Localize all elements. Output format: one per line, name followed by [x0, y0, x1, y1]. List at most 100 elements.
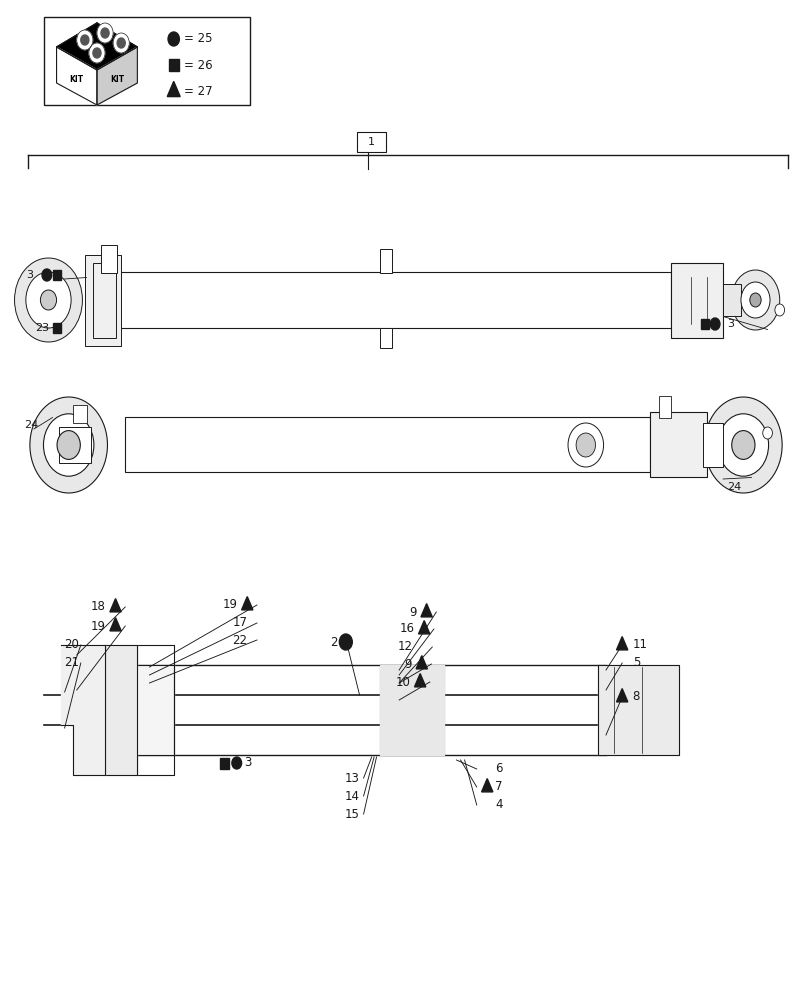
Bar — [703, 423, 723, 467]
Bar — [701, 319, 709, 329]
Text: = 25: = 25 — [184, 32, 213, 45]
Bar — [650, 412, 707, 477]
Bar — [93, 262, 116, 338]
Circle shape — [44, 414, 94, 476]
Text: 9: 9 — [405, 658, 412, 670]
Polygon shape — [617, 689, 628, 702]
Polygon shape — [419, 621, 430, 634]
Text: 11: 11 — [633, 639, 648, 652]
Text: 3: 3 — [244, 756, 251, 770]
Bar — [659, 395, 671, 418]
Text: KIT: KIT — [69, 76, 84, 85]
Text: 14: 14 — [344, 790, 360, 802]
Bar — [357, 132, 386, 152]
Circle shape — [40, 290, 57, 310]
Text: 5: 5 — [633, 656, 640, 670]
Bar — [53, 270, 61, 280]
Polygon shape — [57, 23, 137, 70]
Text: 9: 9 — [410, 605, 417, 618]
Text: KIT: KIT — [110, 76, 124, 85]
Text: 19: 19 — [222, 598, 238, 611]
Text: 3: 3 — [27, 270, 34, 280]
Text: 15: 15 — [345, 808, 360, 820]
Circle shape — [718, 414, 768, 476]
Circle shape — [732, 431, 755, 459]
Polygon shape — [416, 656, 427, 669]
Polygon shape — [97, 47, 137, 105]
Bar — [220, 758, 229, 768]
Circle shape — [93, 48, 101, 58]
Text: 19: 19 — [90, 619, 106, 633]
Circle shape — [568, 423, 604, 467]
Bar — [671, 262, 723, 338]
Polygon shape — [57, 47, 97, 105]
Text: 16: 16 — [399, 622, 415, 636]
Polygon shape — [617, 637, 628, 650]
Bar — [169, 59, 179, 71]
Circle shape — [117, 38, 125, 48]
Text: 8: 8 — [633, 690, 640, 704]
Text: 1: 1 — [368, 137, 375, 147]
Circle shape — [81, 35, 89, 45]
Text: 23: 23 — [35, 323, 48, 333]
Circle shape — [15, 258, 82, 342]
Bar — [85, 254, 121, 346]
Polygon shape — [242, 597, 253, 610]
Text: 6: 6 — [495, 762, 503, 776]
Text: 22: 22 — [232, 634, 247, 647]
Circle shape — [232, 757, 242, 769]
Polygon shape — [482, 779, 493, 792]
Polygon shape — [415, 674, 426, 687]
Polygon shape — [105, 665, 174, 755]
Circle shape — [763, 427, 772, 439]
Circle shape — [168, 32, 179, 46]
Bar — [73, 404, 87, 422]
Circle shape — [750, 293, 761, 307]
Bar — [93, 272, 671, 328]
Circle shape — [57, 431, 80, 459]
Circle shape — [101, 28, 109, 38]
Text: = 27: = 27 — [184, 85, 213, 98]
Polygon shape — [61, 645, 105, 775]
Polygon shape — [598, 665, 679, 755]
Circle shape — [576, 433, 595, 457]
Polygon shape — [421, 604, 432, 617]
Bar — [101, 245, 117, 273]
Circle shape — [705, 397, 782, 493]
Text: 18: 18 — [91, 600, 106, 613]
Polygon shape — [110, 618, 121, 631]
Bar — [723, 284, 741, 316]
Polygon shape — [167, 81, 180, 97]
Text: 17: 17 — [232, 616, 247, 630]
Polygon shape — [380, 665, 444, 755]
Text: 24: 24 — [727, 482, 742, 492]
Text: 13: 13 — [345, 772, 360, 784]
Circle shape — [30, 397, 107, 493]
Bar — [125, 417, 650, 472]
Text: 3: 3 — [727, 319, 734, 329]
Bar — [44, 17, 250, 105]
Text: 24: 24 — [24, 420, 39, 430]
Circle shape — [710, 318, 720, 330]
Circle shape — [89, 43, 105, 63]
Circle shape — [339, 634, 352, 650]
Polygon shape — [110, 599, 121, 612]
Text: 2: 2 — [330, 636, 338, 648]
Circle shape — [731, 270, 780, 330]
Text: 20: 20 — [65, 639, 79, 652]
Circle shape — [97, 23, 113, 43]
Text: 12: 12 — [398, 641, 413, 654]
Text: = 26: = 26 — [184, 59, 213, 72]
Text: 4: 4 — [495, 798, 503, 812]
Circle shape — [77, 30, 93, 50]
Circle shape — [42, 269, 52, 281]
Text: 10: 10 — [396, 676, 410, 688]
Text: 21: 21 — [64, 656, 79, 670]
Circle shape — [775, 304, 785, 316]
Bar — [380, 249, 392, 273]
Circle shape — [741, 282, 770, 318]
Circle shape — [113, 33, 129, 53]
Polygon shape — [105, 645, 137, 775]
Bar — [380, 328, 392, 348]
Text: 7: 7 — [495, 780, 503, 794]
